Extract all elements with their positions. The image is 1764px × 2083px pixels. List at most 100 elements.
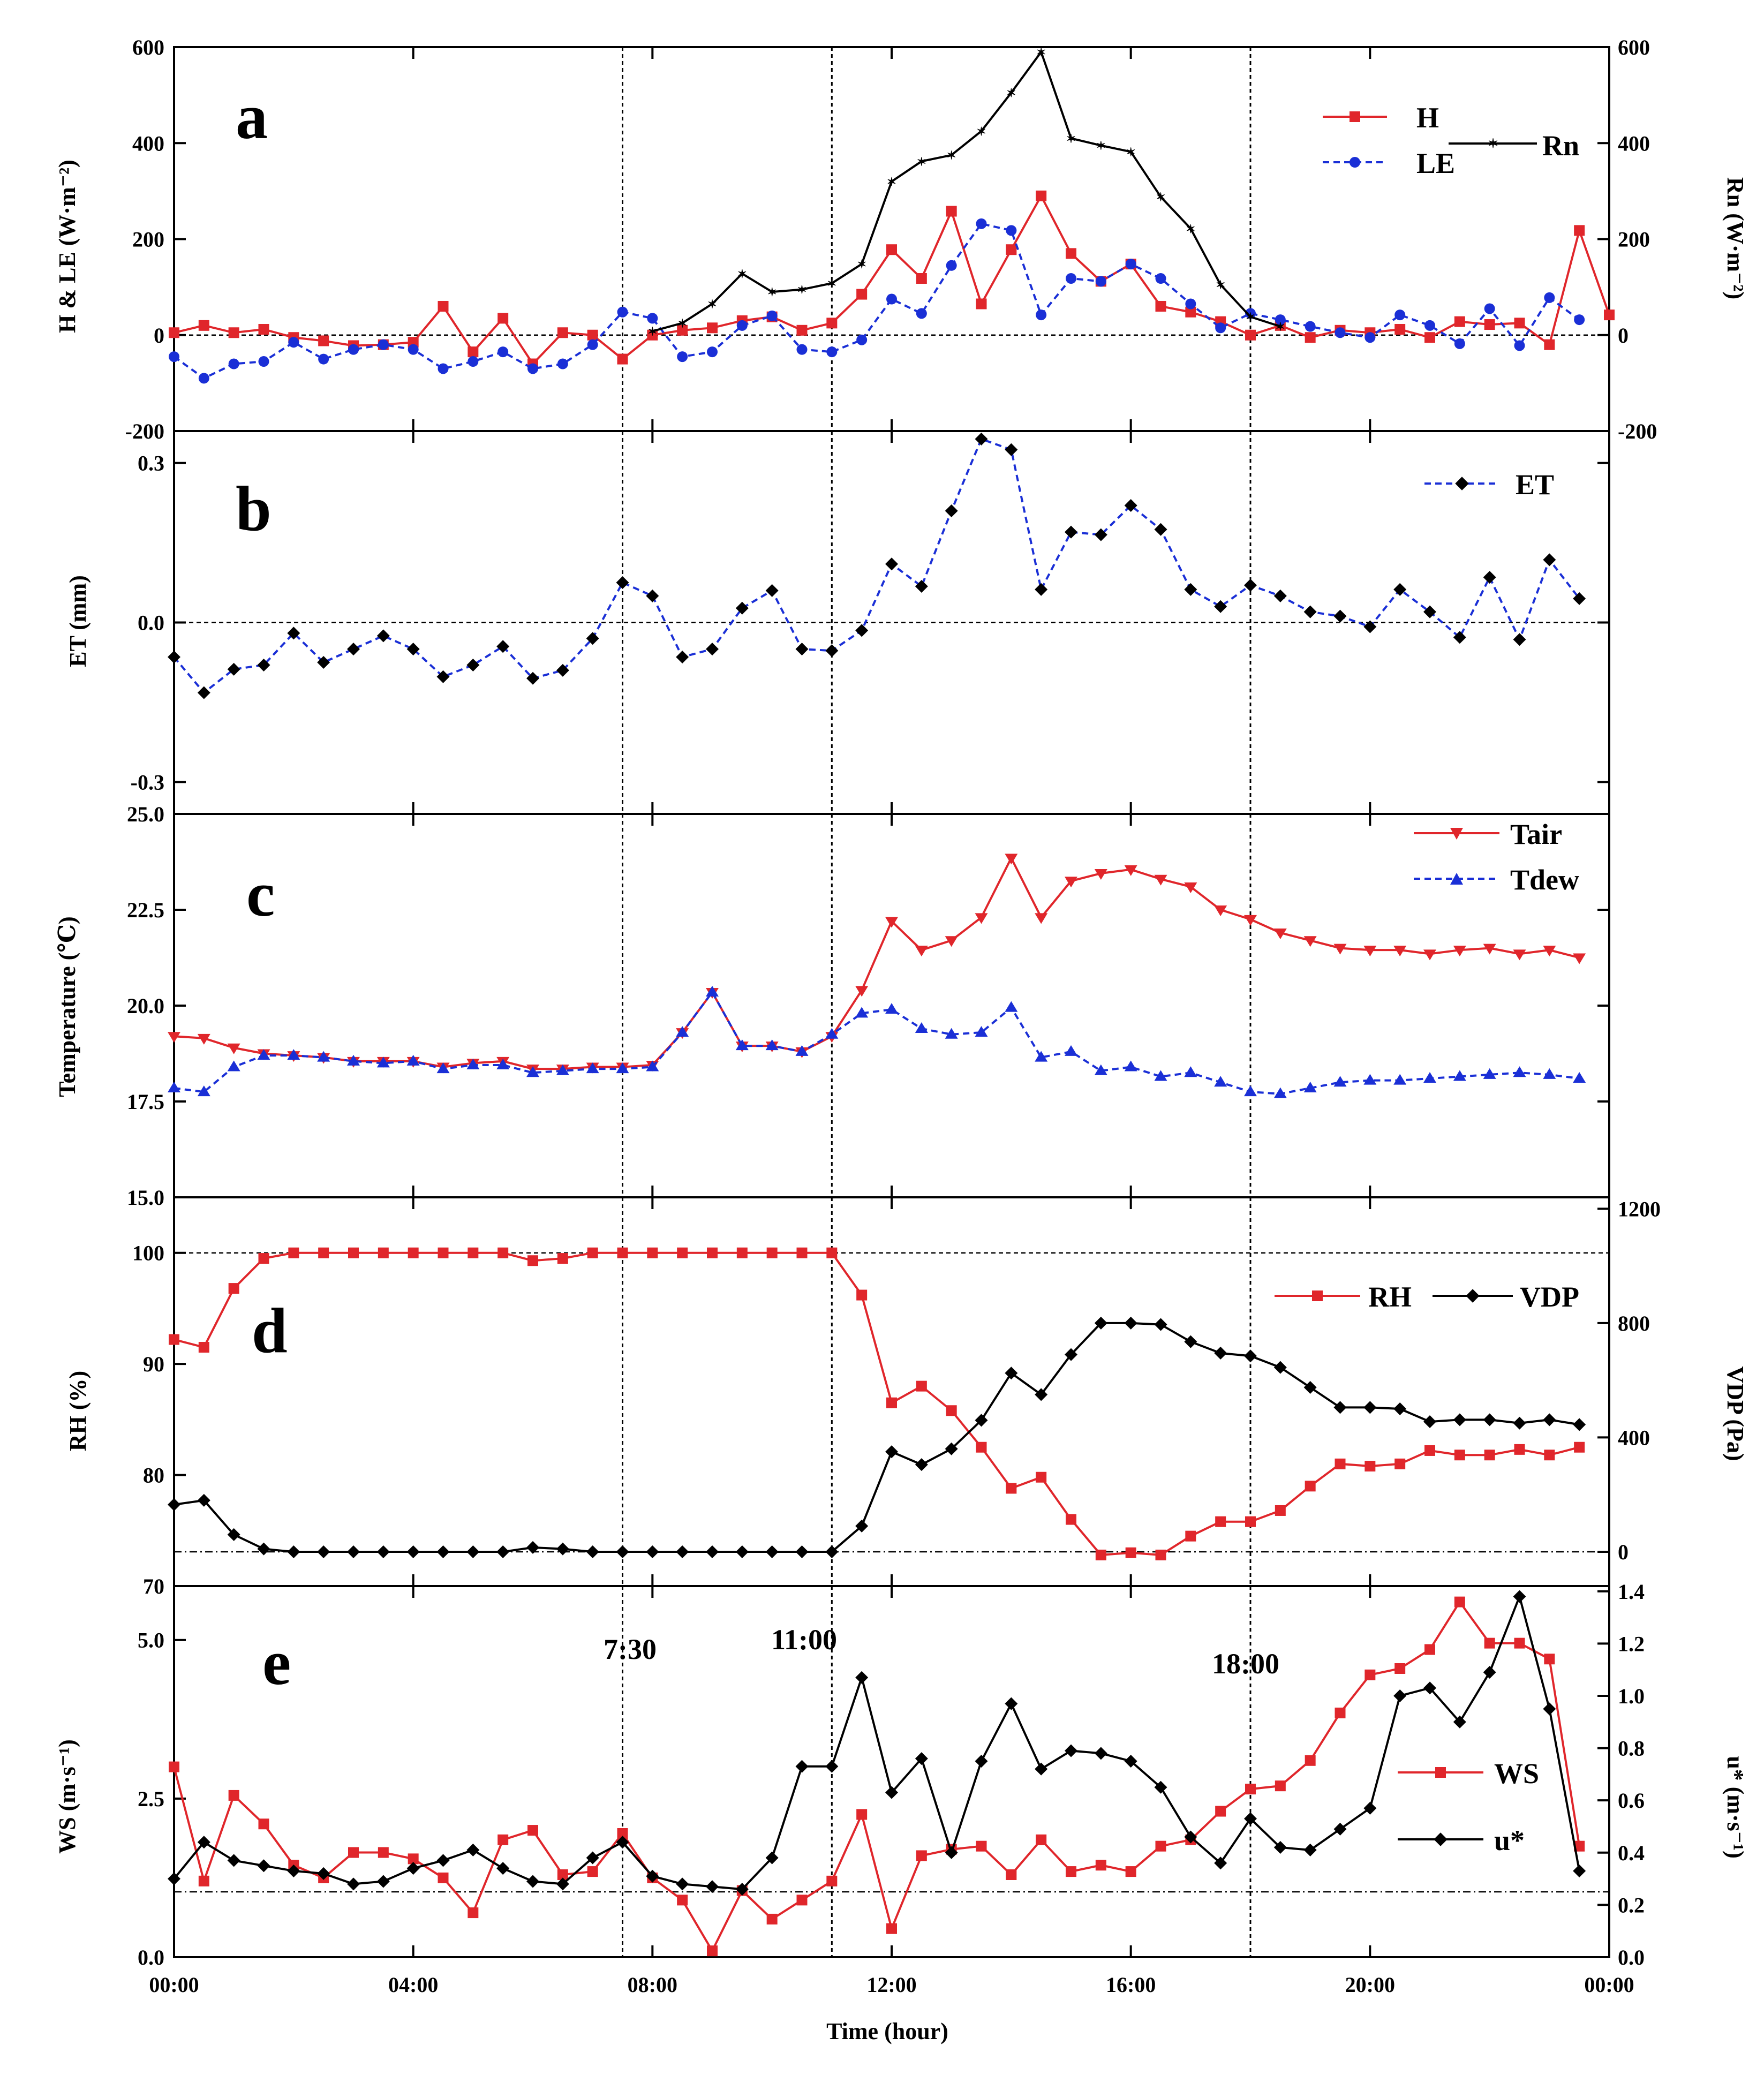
series-e-u*-line [173, 1593, 1581, 1891]
panel-d-ytick-label-left: 70 [143, 1574, 164, 1598]
point-d-RH [946, 1405, 957, 1416]
point-d-RH [916, 1380, 927, 1392]
point-e-WS [826, 1875, 838, 1886]
point-e-u* [1393, 1689, 1407, 1702]
point-c-Tair [1035, 913, 1048, 924]
point-e-u* [1065, 1744, 1077, 1757]
point-a-LE [587, 339, 598, 350]
legend-e-ustar-label: u* [1494, 1824, 1525, 1856]
point-a-LE [886, 293, 897, 305]
point-a-LE [1335, 327, 1346, 338]
point-b-ET [1214, 600, 1227, 613]
point-e-u* [1005, 1697, 1018, 1710]
series-c-Tdew-line [174, 990, 1580, 1095]
point-b-ET [915, 579, 928, 593]
panel-c-ytick-label-left: 20.0 [127, 994, 164, 1018]
point-d-VDP [735, 1545, 749, 1558]
point-b-ET [197, 686, 210, 699]
point-a-LE [378, 339, 389, 350]
legend-a-H-label: H [1416, 102, 1439, 134]
panel-letter-c: c [246, 858, 275, 930]
point-c-Tair [855, 986, 869, 997]
point-b-ET [735, 601, 749, 615]
legend-e-ustar-marker [1434, 1832, 1448, 1846]
point-d-VDP [496, 1545, 510, 1558]
point-d-RH [408, 1247, 419, 1258]
point-a-H [916, 273, 927, 284]
point-a-Rn: ✶ [1276, 320, 1285, 334]
point-e-WS [348, 1847, 359, 1858]
point-a-LE [1066, 273, 1076, 284]
point-e-WS [527, 1825, 538, 1836]
point-b-ET [885, 557, 898, 571]
point-a-LE [736, 320, 748, 331]
point-e-u* [466, 1843, 480, 1856]
point-d-RH [1454, 1450, 1465, 1461]
point-c-Tdew [885, 1003, 898, 1014]
point-c-Tdew [1154, 1070, 1167, 1081]
point-e-WS [796, 1895, 808, 1906]
point-a-LE [1215, 322, 1226, 334]
point-d-RH [647, 1247, 658, 1258]
point-a-LE [1574, 314, 1585, 326]
point-d-RH [1424, 1445, 1435, 1456]
point-d-VDP [1124, 1316, 1137, 1330]
point-d-VDP [197, 1493, 210, 1507]
legend-c-Tair-label: Tair [1510, 818, 1562, 850]
point-a-H [707, 322, 718, 334]
point-d-RH [378, 1247, 389, 1258]
point-b-ET [1065, 525, 1077, 539]
point-c-Tdew [646, 1060, 659, 1071]
point-d-VDP [1214, 1346, 1227, 1360]
point-e-u* [1303, 1843, 1317, 1856]
x-tick-label: 00:00 [1584, 1973, 1634, 1997]
panel-d-ylabel-left: RH (%) [65, 1371, 91, 1451]
point-d-RH [1066, 1514, 1076, 1525]
point-e-WS [1215, 1806, 1226, 1817]
panel-a-series: ✶ ✶ ✶ ✶ ✶ ✶ ✶ ✶ ✶ ✶ ✶ ✶ ✶ ✶ ✶ ✶ ✶ ✶ ✶ ✶ ✶ ✶ [169, 46, 1615, 384]
panel-a-ytick-label-right: 0 [1618, 323, 1629, 348]
point-a-LE [258, 356, 269, 367]
point-d-RH [228, 1283, 239, 1294]
point-d-VDP [825, 1545, 839, 1558]
point-d-RH [1155, 1549, 1166, 1560]
point-e-WS [856, 1809, 868, 1820]
point-e-u* [1214, 1856, 1227, 1870]
point-d-VDP [1065, 1348, 1077, 1361]
point-d-VDP [1154, 1318, 1167, 1331]
point-a-Rn: ✶ [797, 283, 806, 297]
panel-c-ylabel-left: Temperature (℃) [54, 916, 80, 1097]
panel-e-ytick-label-right: 1.2 [1618, 1632, 1645, 1656]
panel-c-series [168, 854, 1586, 1098]
point-d-RH [976, 1442, 987, 1453]
point-e-WS [497, 1834, 509, 1845]
point-e-WS [228, 1790, 239, 1801]
point-c-Tdew [616, 1062, 629, 1074]
point-b-ET [496, 640, 510, 653]
panel-b-ytick-label-left: -0.3 [131, 770, 164, 794]
point-a-H [1155, 300, 1166, 312]
legend-a-LE-marker [1350, 157, 1360, 168]
point-e-WS [1424, 1644, 1435, 1655]
point-d-VDP [1094, 1316, 1107, 1330]
point-d-RH [198, 1342, 209, 1353]
point-d-VDP [1244, 1349, 1257, 1363]
point-b-ET [1273, 589, 1287, 602]
point-d-RH [288, 1247, 299, 1258]
point-c-Tdew [1035, 1051, 1048, 1062]
point-a-LE [826, 346, 838, 358]
x-tick-label: 16:00 [1106, 1973, 1156, 1997]
point-c-Tair [885, 917, 898, 928]
point-b-ET [616, 576, 629, 590]
panel-e-ytick-label-right: 1.0 [1618, 1684, 1645, 1708]
point-a-Rn: ✶ [827, 277, 836, 290]
point-b-ET [257, 658, 270, 671]
panel-a-ytick-label-right: 600 [1618, 35, 1650, 59]
point-d-VDP [436, 1545, 450, 1558]
point-e-u* [1333, 1822, 1347, 1836]
point-d-VDP [1005, 1367, 1018, 1380]
panel-e-axes: 0.0 2.5 5.0 0.0 0.2 0.4 0.6 0.8 1.0 1.2 1.4 [138, 1580, 1645, 1969]
series-c-Tair-line [174, 855, 1580, 1070]
panel-e-ytick-label-right: 0.0 [1618, 1945, 1645, 1969]
point-d-VDP [1184, 1335, 1197, 1348]
